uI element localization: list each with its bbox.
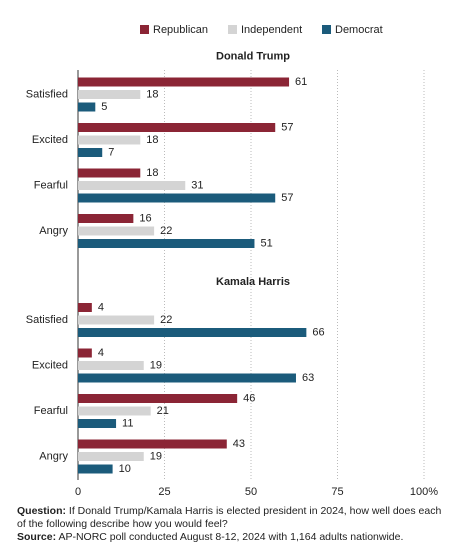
value-label: 7 [108, 146, 114, 158]
source: Source: AP-NORC poll conducted August 8-… [17, 531, 445, 544]
legend-swatch [140, 25, 149, 34]
bar [78, 452, 144, 461]
question: Question: If Donald Trump/Kamala Harris … [17, 505, 445, 531]
value-label: 10 [119, 463, 131, 475]
x-tick-label: 50 [245, 486, 257, 498]
bar [78, 419, 117, 428]
value-label: 22 [160, 314, 172, 326]
bar [78, 102, 96, 112]
question-label: Question: [17, 505, 66, 517]
x-tick-label: 100% [410, 486, 438, 498]
value-label: 18 [146, 134, 158, 146]
x-tick-label: 25 [158, 486, 170, 498]
value-label: 57 [281, 121, 293, 133]
bar [78, 361, 144, 370]
legend-label: Independent [241, 24, 302, 36]
footer: Question: If Donald Trump/Kamala Harris … [17, 505, 445, 544]
bar [78, 226, 155, 236]
value-label: 66 [312, 326, 324, 338]
value-label: 46 [243, 392, 255, 404]
bar [78, 303, 92, 312]
value-label: 4 [98, 301, 104, 313]
source-text: AP-NORC poll conducted August 8-12, 2024… [58, 531, 404, 543]
value-label: 19 [150, 359, 162, 371]
category-label: Angry [39, 225, 68, 237]
bar [78, 193, 276, 203]
panel-title: Kamala Harris [216, 276, 290, 288]
value-label: 61 [295, 76, 307, 88]
bar [78, 394, 238, 403]
value-label: 51 [260, 237, 272, 249]
bar [78, 328, 307, 337]
x-tick-label: 0 [75, 486, 81, 498]
value-label: 16 [139, 212, 151, 224]
value-label: 18 [146, 88, 158, 100]
legend-label: Republican [153, 24, 208, 36]
bar [78, 90, 141, 99]
category-label: Excited [32, 359, 68, 371]
category-label: Fearful [34, 405, 68, 417]
bar [78, 168, 141, 178]
bar [78, 181, 186, 190]
value-label: 21 [157, 405, 169, 417]
value-label: 22 [160, 225, 172, 237]
bar [78, 406, 151, 416]
value-label: 63 [302, 372, 314, 384]
category-label: Fearful [34, 179, 68, 191]
bar [78, 214, 134, 223]
source-label: Source: [17, 531, 57, 543]
category-label: Satisfied [26, 88, 68, 100]
category-label: Angry [39, 450, 68, 462]
panel-title: Donald Trump [216, 50, 290, 62]
value-label: 11 [122, 417, 133, 429]
question-text: If Donald Trump/Kamala Harris is elected… [17, 505, 442, 530]
value-label: 31 [191, 179, 203, 191]
category-label: Excited [32, 134, 68, 146]
bar [78, 239, 255, 248]
bar [78, 148, 103, 157]
value-label: 57 [281, 192, 293, 204]
value-label: 4 [98, 347, 104, 359]
bar [78, 464, 113, 474]
value-label: 18 [146, 167, 158, 179]
bar [78, 373, 296, 383]
value-label: 5 [101, 101, 107, 113]
bar [78, 315, 155, 325]
x-tick-label: 75 [331, 486, 343, 498]
bar [78, 439, 227, 449]
chart: 0 25 50 75 100%Republican Independent Democrat… [26, 24, 438, 498]
value-label: 43 [233, 438, 245, 450]
bar [78, 123, 276, 132]
legend-swatch [322, 25, 331, 34]
legend-swatch [228, 25, 237, 34]
category-label: Satisfied [26, 314, 68, 326]
bar [78, 135, 141, 145]
bar [78, 77, 290, 87]
bar [78, 348, 92, 358]
legend-label: Democrat [335, 24, 383, 36]
value-label: 19 [150, 450, 162, 462]
